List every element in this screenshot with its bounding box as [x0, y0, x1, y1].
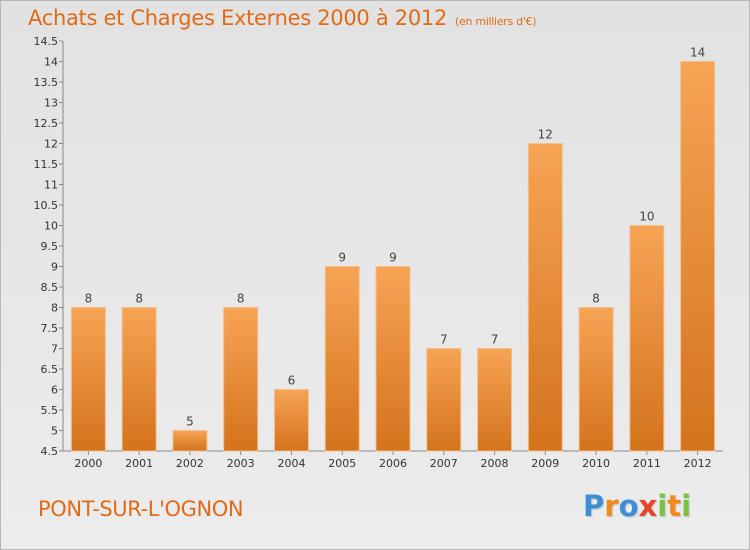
- bar-2006: [375, 266, 411, 452]
- y-tick-label: 9: [51, 261, 58, 274]
- y-tick-label: 5: [51, 425, 58, 438]
- y-tick-label: 10: [44, 220, 58, 233]
- chart-title-text: Achats et Charges Externes 2000 à 2012: [28, 6, 448, 30]
- x-tick-label-2004: 2004: [277, 457, 305, 470]
- x-tick-label-2006: 2006: [379, 457, 407, 470]
- y-tick-label: 4.5: [41, 445, 59, 458]
- value-label-2001: 8: [135, 292, 143, 306]
- y-tick-label: 14.5: [34, 35, 59, 48]
- bar-2011: [629, 225, 665, 452]
- y-tick-label: 11.5: [34, 158, 59, 171]
- y-tick-label: 9.5: [41, 240, 59, 253]
- bar-2009: [527, 143, 563, 452]
- bar-2001: [121, 307, 157, 452]
- x-tick-label-2011: 2011: [633, 457, 661, 470]
- y-tick-label: 6: [51, 384, 58, 397]
- bar-2010: [578, 307, 614, 452]
- value-label-2012: 14: [690, 46, 705, 60]
- y-tick-label: 13.5: [34, 76, 59, 89]
- value-label-2011: 10: [639, 210, 654, 224]
- x-tick-label-2001: 2001: [125, 457, 153, 470]
- value-label-2009: 12: [538, 128, 553, 142]
- x-tick-label-2003: 2003: [227, 457, 255, 470]
- x-tick-label-2010: 2010: [582, 457, 610, 470]
- y-tick-label: 14: [44, 56, 58, 69]
- value-label-2004: 6: [288, 374, 296, 388]
- y-tick-label: 8.5: [41, 281, 59, 294]
- proxiti-logo[interactable]: Proxiti: [583, 489, 692, 523]
- bar-2007: [426, 348, 462, 452]
- y-tick-label: 7.5: [41, 322, 59, 335]
- value-label-2005: 9: [338, 251, 346, 265]
- value-label-2002: 5: [186, 415, 194, 429]
- bar-2000: [70, 307, 106, 452]
- place-name: PONT-SUR-L'OGNON: [38, 497, 244, 521]
- value-label-2000: 8: [85, 292, 93, 306]
- y-tick-label: 8: [51, 302, 58, 315]
- x-tick-label-2012: 2012: [684, 457, 712, 470]
- bar-2003: [223, 307, 259, 452]
- bar-2008: [477, 348, 513, 452]
- y-tick-label: 5.5: [41, 404, 59, 417]
- value-label-2003: 8: [237, 292, 245, 306]
- x-tick-label-2009: 2009: [531, 457, 559, 470]
- value-label-2010: 8: [592, 292, 600, 306]
- y-tick-label: 10.5: [34, 199, 59, 212]
- bar-2012: [680, 61, 716, 452]
- y-tick-label: 12: [44, 138, 58, 151]
- bar-2005: [324, 266, 360, 452]
- y-tick-label: 13: [44, 97, 58, 110]
- y-tick-label: 11: [44, 179, 58, 192]
- value-label-2007: 7: [440, 333, 448, 347]
- x-tick-label-2008: 2008: [481, 457, 509, 470]
- bar-2004: [273, 389, 309, 452]
- x-tick-label-2007: 2007: [430, 457, 458, 470]
- x-tick-label-2005: 2005: [328, 457, 356, 470]
- bar-2002: [172, 430, 208, 452]
- chart-title: Achats et Charges Externes 2000 à 2012 (e…: [28, 6, 537, 30]
- y-tick-label: 7: [51, 343, 58, 356]
- chart-subtitle: (en milliers d'€): [455, 15, 537, 28]
- value-label-2008: 7: [491, 333, 499, 347]
- x-tick-label-2000: 2000: [74, 457, 102, 470]
- y-tick-label: 6.5: [41, 363, 59, 376]
- y-tick-label: 12.5: [34, 117, 59, 130]
- x-tick-label-2002: 2002: [176, 457, 204, 470]
- value-label-2006: 9: [389, 251, 397, 265]
